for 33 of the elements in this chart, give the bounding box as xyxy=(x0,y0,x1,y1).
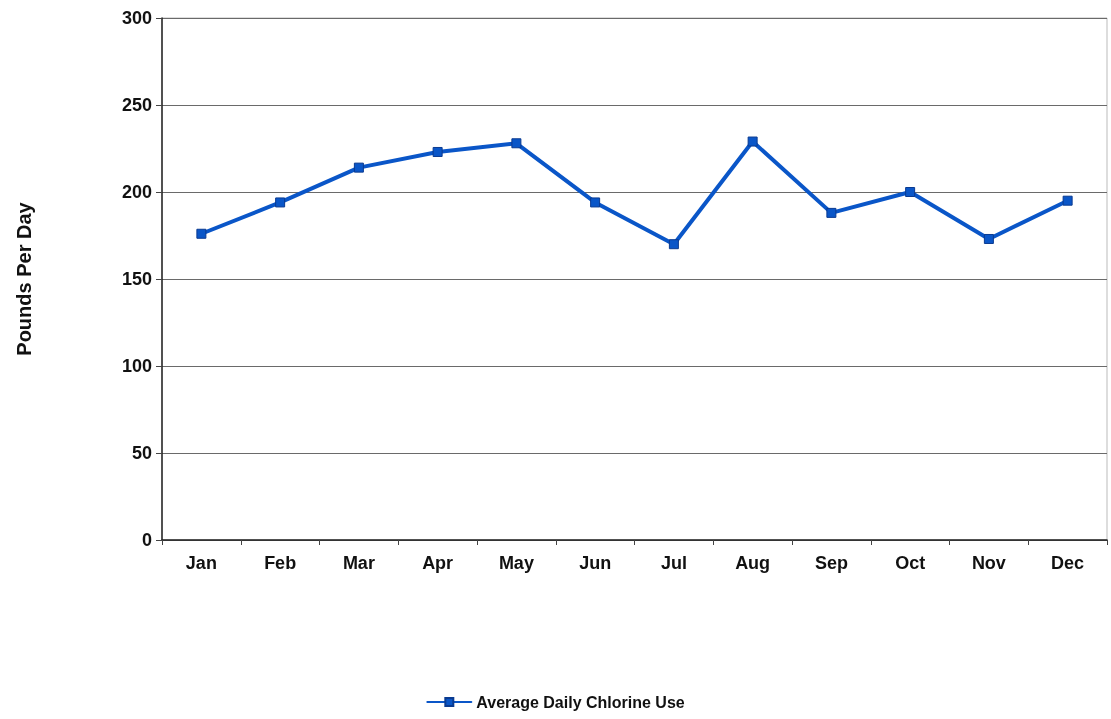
y-tick-label: 150 xyxy=(121,269,152,289)
x-tick-label: Oct xyxy=(895,553,926,573)
point xyxy=(905,187,916,197)
point xyxy=(747,136,758,147)
point xyxy=(826,207,837,218)
x-tick-label: Sep xyxy=(814,553,848,573)
y-tick-label: 50 xyxy=(131,443,152,463)
x-tick-label: Jan xyxy=(185,553,217,573)
y-tick-label: 250 xyxy=(121,95,152,115)
point xyxy=(275,197,286,208)
point xyxy=(196,228,207,239)
point xyxy=(668,239,679,250)
x-tick-label: Dec xyxy=(1051,553,1085,573)
x-tick-label: Nov xyxy=(971,553,1006,573)
point xyxy=(1062,195,1073,206)
y-tick-label: 0 xyxy=(141,530,152,550)
x-tick-label: Feb xyxy=(264,553,297,573)
y-tick-label: 200 xyxy=(121,182,152,202)
y-axis-title: Pounds Per Day xyxy=(13,201,35,356)
point xyxy=(511,138,522,149)
x-tick-label: Jul xyxy=(660,553,687,573)
x-tick-label: Jun xyxy=(579,553,612,573)
x-tick-label: Apr xyxy=(422,553,454,573)
y-tick-label: 100 xyxy=(121,356,152,376)
point xyxy=(590,197,601,208)
y-tick-label: 300 xyxy=(121,8,152,28)
point xyxy=(432,146,443,157)
point xyxy=(983,233,994,244)
point xyxy=(353,162,364,173)
x-tick-label: May xyxy=(498,553,534,573)
legend-label: Average Daily Chlorine Use xyxy=(476,693,685,711)
x-tick-label: Aug xyxy=(735,553,771,573)
x-tick-label: Mar xyxy=(342,553,375,573)
